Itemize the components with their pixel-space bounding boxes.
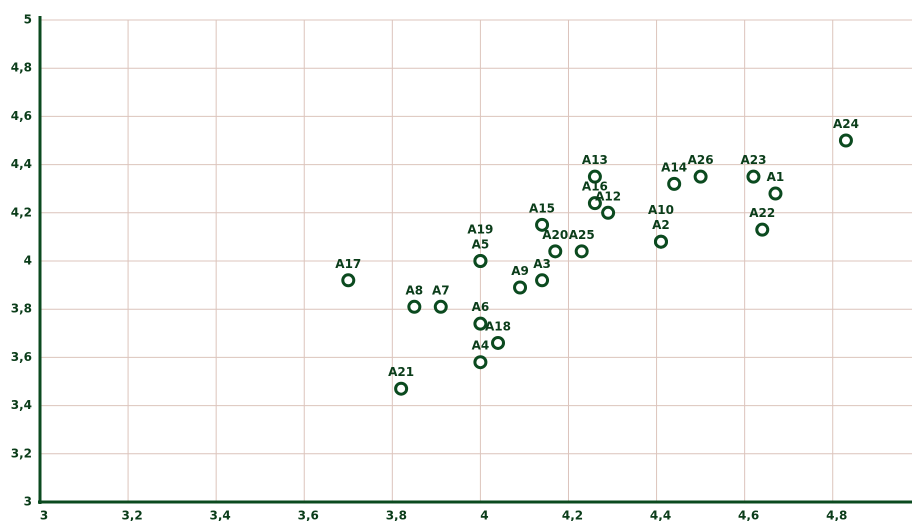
point-label: A1 [767, 170, 785, 184]
point [433, 299, 448, 314]
point-label: A23 [740, 153, 766, 167]
x-tick-label: 3 [40, 509, 48, 521]
point-label: A21 [388, 365, 414, 379]
point-label: A19 [467, 223, 493, 237]
point [587, 196, 602, 211]
x-tick-label: 3,2 [121, 509, 142, 521]
point-label: A12 [595, 189, 621, 203]
y-tick-label: 3,4 [11, 398, 32, 412]
y-tick-label: 4,8 [11, 61, 32, 75]
point [746, 169, 761, 184]
point [693, 169, 708, 184]
point [548, 244, 563, 259]
point-label: A20 [542, 228, 568, 242]
point-label: A15 [529, 201, 555, 215]
point [513, 280, 528, 295]
point-label: A16 [582, 180, 608, 194]
y-tick-label: 3,6 [11, 350, 32, 364]
point [535, 273, 550, 288]
x-tick-label: 3,6 [298, 509, 319, 521]
point-label: A9 [511, 264, 529, 278]
point [574, 244, 589, 259]
point [601, 205, 616, 220]
point-label: A25 [569, 228, 595, 242]
point-label: A22 [749, 206, 775, 220]
point-label: A17 [335, 257, 361, 271]
point-label: A18 [485, 319, 511, 333]
point [838, 133, 853, 148]
x-tick-label: 4,2 [562, 509, 583, 521]
point-label: A5 [472, 238, 490, 252]
y-tick-label: 4 [24, 254, 32, 268]
point-label: A10 [648, 203, 674, 217]
y-tick-label: 4,2 [11, 205, 32, 219]
x-tick-label: 4,4 [650, 509, 671, 521]
y-tick-label: 4,6 [11, 109, 32, 123]
point-label: A26 [688, 153, 714, 167]
point [473, 355, 488, 370]
point [394, 381, 409, 396]
point-label: A2 [652, 218, 670, 232]
point-label: A3 [533, 257, 551, 271]
point [653, 234, 668, 249]
point [768, 186, 783, 201]
point [407, 299, 422, 314]
x-tick-label: 3,8 [386, 509, 407, 521]
y-tick-label: 5 [24, 13, 32, 27]
point [587, 169, 602, 184]
y-tick-label: 3,8 [11, 302, 32, 316]
point-label: A7 [432, 283, 450, 297]
point-label: A13 [582, 153, 608, 167]
x-tick-label: 4,6 [738, 509, 759, 521]
point [341, 273, 356, 288]
point [491, 335, 506, 350]
point [755, 222, 770, 237]
point-label: A6 [472, 300, 490, 314]
point [535, 217, 550, 232]
y-tick-label: 3 [24, 495, 32, 509]
point [473, 316, 488, 331]
x-tick-label: 3,4 [210, 509, 231, 521]
point-label: A14 [661, 160, 687, 174]
point [473, 254, 488, 268]
x-tick-label: 4,8 [826, 509, 847, 521]
point-label: A4 [472, 339, 490, 353]
point-label: A24 [833, 117, 859, 131]
y-tick-label: 3,2 [11, 446, 32, 460]
y-tick-label: 4,4 [11, 157, 32, 171]
point-label: A8 [406, 283, 424, 297]
point [667, 176, 682, 191]
x-tick-label: 4 [480, 509, 488, 521]
